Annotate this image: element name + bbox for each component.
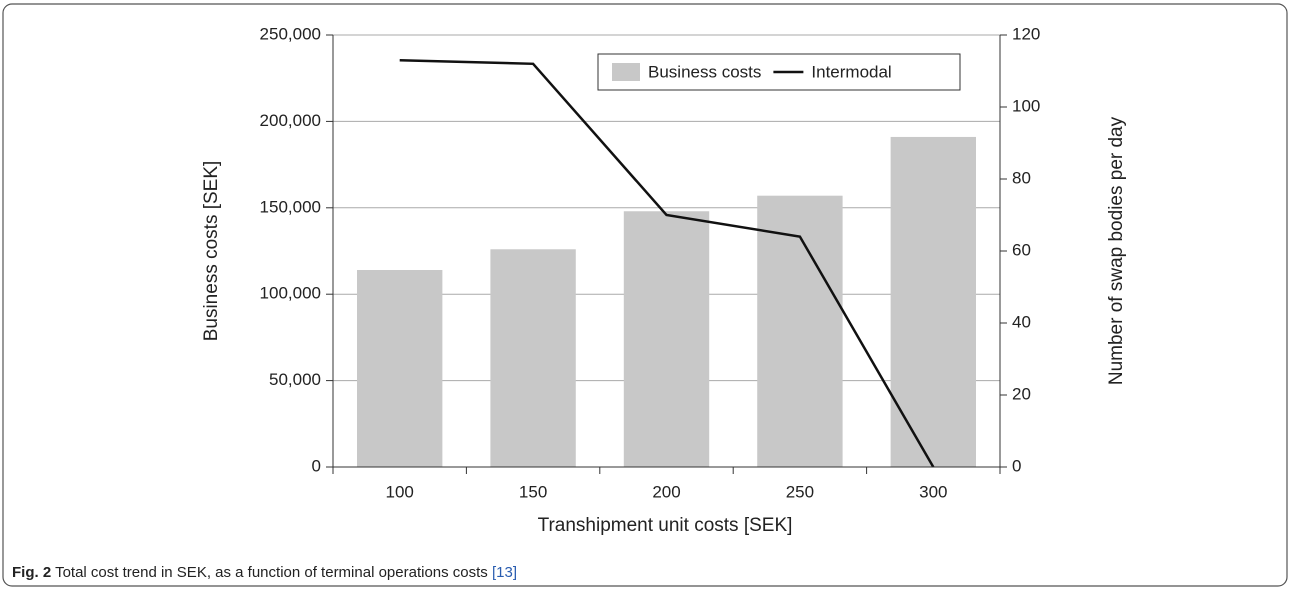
x-tick-label: 250	[786, 482, 814, 501]
y2-tick-label: 40	[1012, 312, 1031, 331]
legend-swatch	[612, 63, 640, 81]
x-tick-label: 150	[519, 482, 547, 501]
y-axis-label: Business costs [SEK]	[201, 161, 222, 342]
caption-ref: [13]	[492, 564, 517, 581]
bar	[623, 211, 710, 467]
bar	[490, 249, 576, 467]
y-tick-label: 100,000	[260, 284, 321, 303]
y-tick-label: 50,000	[269, 370, 321, 389]
y2-tick-label: 100	[1012, 96, 1040, 115]
bar	[890, 136, 976, 467]
y2-tick-label: 120	[1012, 24, 1040, 43]
y-tick-label: 200,000	[260, 111, 321, 130]
caption-text: Total cost trend in SEK, as a function o…	[55, 564, 488, 581]
x-tick-label: 100	[386, 482, 414, 501]
y2-tick-label: 60	[1012, 240, 1031, 259]
y2-axis-label: Number of swap bodies per day	[1106, 116, 1127, 385]
x-tick-label: 200	[652, 482, 680, 501]
y-tick-label: 150,000	[260, 197, 321, 216]
y2-tick-label: 0	[1012, 456, 1021, 475]
y2-tick-label: 20	[1012, 384, 1031, 403]
figure-border	[2, 3, 1288, 587]
bar	[757, 195, 843, 468]
line	[399, 58, 935, 468]
bar	[357, 270, 443, 467]
y-tick-label: 250,000	[260, 24, 321, 43]
legend-label: Business costs	[648, 62, 761, 81]
y2-tick-label: 80	[1012, 168, 1031, 187]
caption: Fig. 2 Total cost trend in SEK, as a fun…	[12, 564, 517, 581]
y-tick-label: 0	[312, 456, 321, 475]
x-tick-label: 300	[919, 482, 947, 501]
legend-label: Intermodal	[811, 62, 891, 81]
caption-label: Fig. 2	[12, 564, 51, 581]
x-axis-label: Transhipment unit costs [SEK]	[538, 515, 793, 536]
